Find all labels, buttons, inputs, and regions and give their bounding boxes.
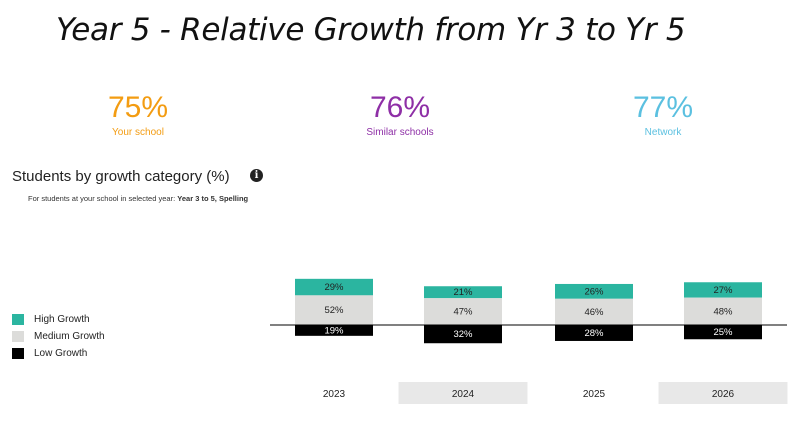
bar-medium-growth-2023 [295,295,373,325]
legend-item-medium-growth: Medium Growth [12,328,105,345]
bar-high-growth-2024 [424,286,502,299]
metric-similar-schools-label: Similar schools [366,127,434,138]
chart-title: Students by growth category (%) [12,168,230,185]
info-icon[interactable]: i [250,169,263,182]
x-tick-label-2026: 2026 [712,389,735,400]
metric-your-school-value: 75% [107,91,169,124]
bar-low-growth-2024 [424,325,502,344]
metric-your-school: 75% Your school [58,92,218,140]
bar-low-growth-2026 [684,325,762,340]
data-label-low-growth-2025: 28% [584,328,604,339]
chart-legend: High Growth Medium Growth Low Growth [12,311,105,362]
data-label-high-growth-2026: 27% [713,285,733,296]
legend-item-low-growth: Low Growth [12,345,105,362]
legend-label-low-growth: Low Growth [34,348,88,359]
bar-medium-growth-2024 [424,298,502,325]
metric-similar-schools-value: 76% [369,91,431,124]
data-label-high-growth-2023: 29% [324,282,344,293]
metric-network-value: 77% [632,91,694,124]
metric-your-school-label: Your school [112,127,164,138]
data-label-medium-growth-2026: 48% [713,306,733,317]
chart-subtitle-prefix: For students at your school in selected … [28,194,176,203]
data-label-high-growth-2025: 26% [584,286,604,297]
data-label-medium-growth-2024: 47% [453,307,473,318]
data-label-medium-growth-2023: 52% [324,305,344,316]
data-label-medium-growth-2025: 46% [584,307,604,318]
legend-swatch-low-growth [12,348,24,359]
chart-subtitle: For students at your school in selected … [28,194,248,203]
chart-subtitle-selection: Year 3 to 5, Spelling [177,194,249,203]
data-label-low-growth-2023: 19% [324,325,344,336]
bar-medium-growth-2025 [555,298,633,325]
bar-medium-growth-2026 [684,297,762,325]
data-label-low-growth-2026: 25% [713,327,733,338]
legend-swatch-medium-growth [12,331,24,342]
metric-similar-schools: 76% Similar schools [320,92,480,140]
data-label-high-growth-2024: 21% [453,287,473,298]
bar-high-growth-2023 [295,278,373,296]
x-tick-label-2025: 2025 [583,389,606,400]
x-tick-label-2023: 2023 [323,389,346,400]
x-tick-label-2024: 2024 [452,389,475,400]
legend-label-medium-growth: Medium Growth [34,331,105,342]
metric-network: 77% Network [583,92,743,140]
page-title: Year 5 - Relative Growth from Yr 3 to Yr… [56,12,686,48]
bar-low-growth-2025 [555,325,633,341]
category-band-2026 [658,382,788,404]
metric-network-label: Network [644,127,682,138]
data-label-low-growth-2024: 32% [453,329,473,340]
bar-low-growth-2023 [295,325,373,336]
legend-item-high-growth: High Growth [12,311,105,328]
bar-high-growth-2025 [555,283,633,299]
legend-label-high-growth: High Growth [34,314,90,325]
bar-high-growth-2026 [684,282,762,298]
category-band-2024 [398,382,528,404]
legend-swatch-high-growth [12,314,24,325]
